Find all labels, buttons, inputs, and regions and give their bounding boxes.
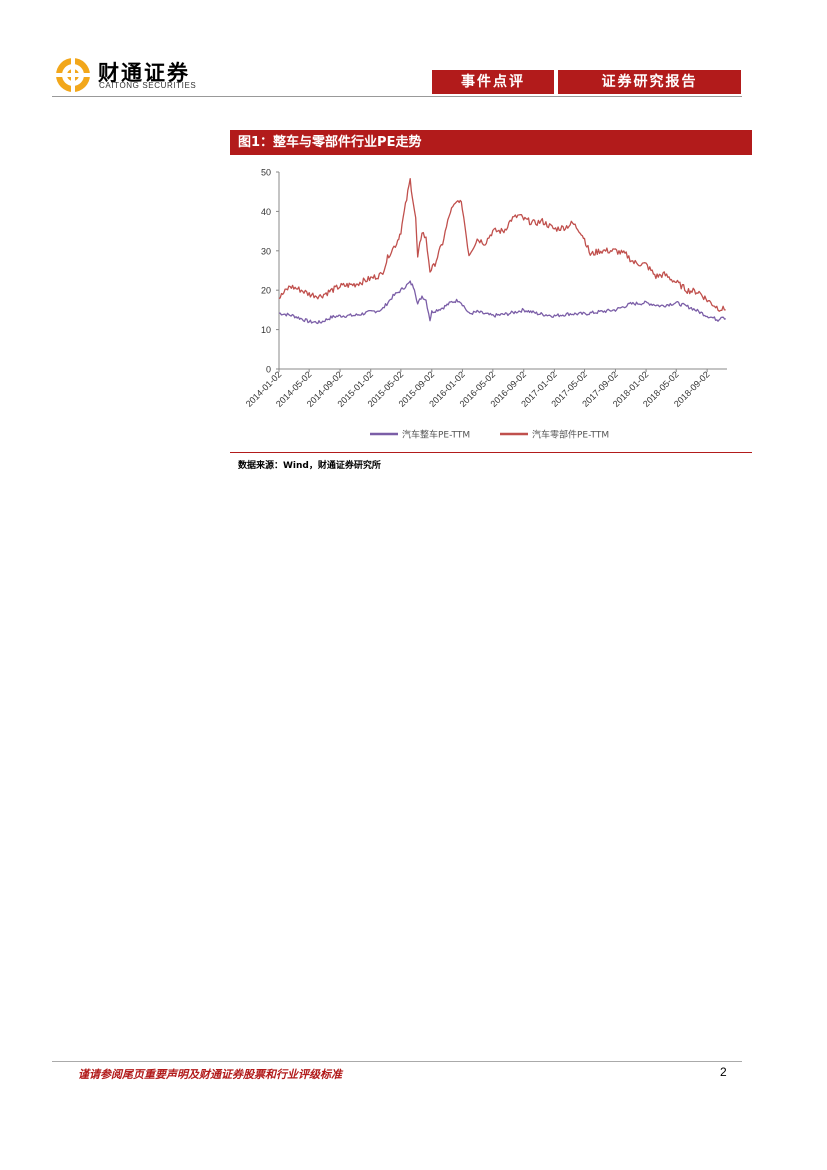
report-type-tag: 事件点评 xyxy=(432,70,554,94)
logo-chinese-name: 财通证券 xyxy=(98,61,190,85)
figure-source: 数据来源：Wind，财通证券研究所 xyxy=(238,461,381,471)
series-line-2 xyxy=(278,177,726,312)
report-category-tag: 证券研究报告 xyxy=(558,70,741,94)
company-logo: 财通证券 CAITONG SECURITIES xyxy=(52,55,222,95)
header-divider xyxy=(52,96,742,97)
y-tick-label: 30 xyxy=(261,246,271,256)
y-tick-label: 0 xyxy=(266,365,271,375)
legend-label-2: 汽车零部件PE-TTM xyxy=(532,429,609,441)
y-tick-label: 50 xyxy=(261,168,271,178)
series-line-1 xyxy=(279,280,726,325)
y-tick-label: 20 xyxy=(261,286,271,296)
y-tick-label: 40 xyxy=(261,207,271,217)
logo-english-name: CAITONG SECURITIES xyxy=(99,81,197,90)
footer-disclaimer: 谨请参阅尾页重要声明及财通证券股票和行业评级标准 xyxy=(78,1068,342,1081)
logo-emblem-icon xyxy=(55,57,91,93)
footer-divider xyxy=(52,1061,742,1062)
y-tick-label: 10 xyxy=(261,325,271,335)
figure-title: 图1：整车与零部件行业PE走势 xyxy=(230,130,752,155)
legend-label-1: 汽车整车PE-TTM xyxy=(402,429,470,441)
figure-divider xyxy=(230,452,752,453)
page-number: 2 xyxy=(720,1065,727,1079)
pe-trend-chart: 010203040502014-01-022014-05-022014-09-0… xyxy=(244,168,727,441)
